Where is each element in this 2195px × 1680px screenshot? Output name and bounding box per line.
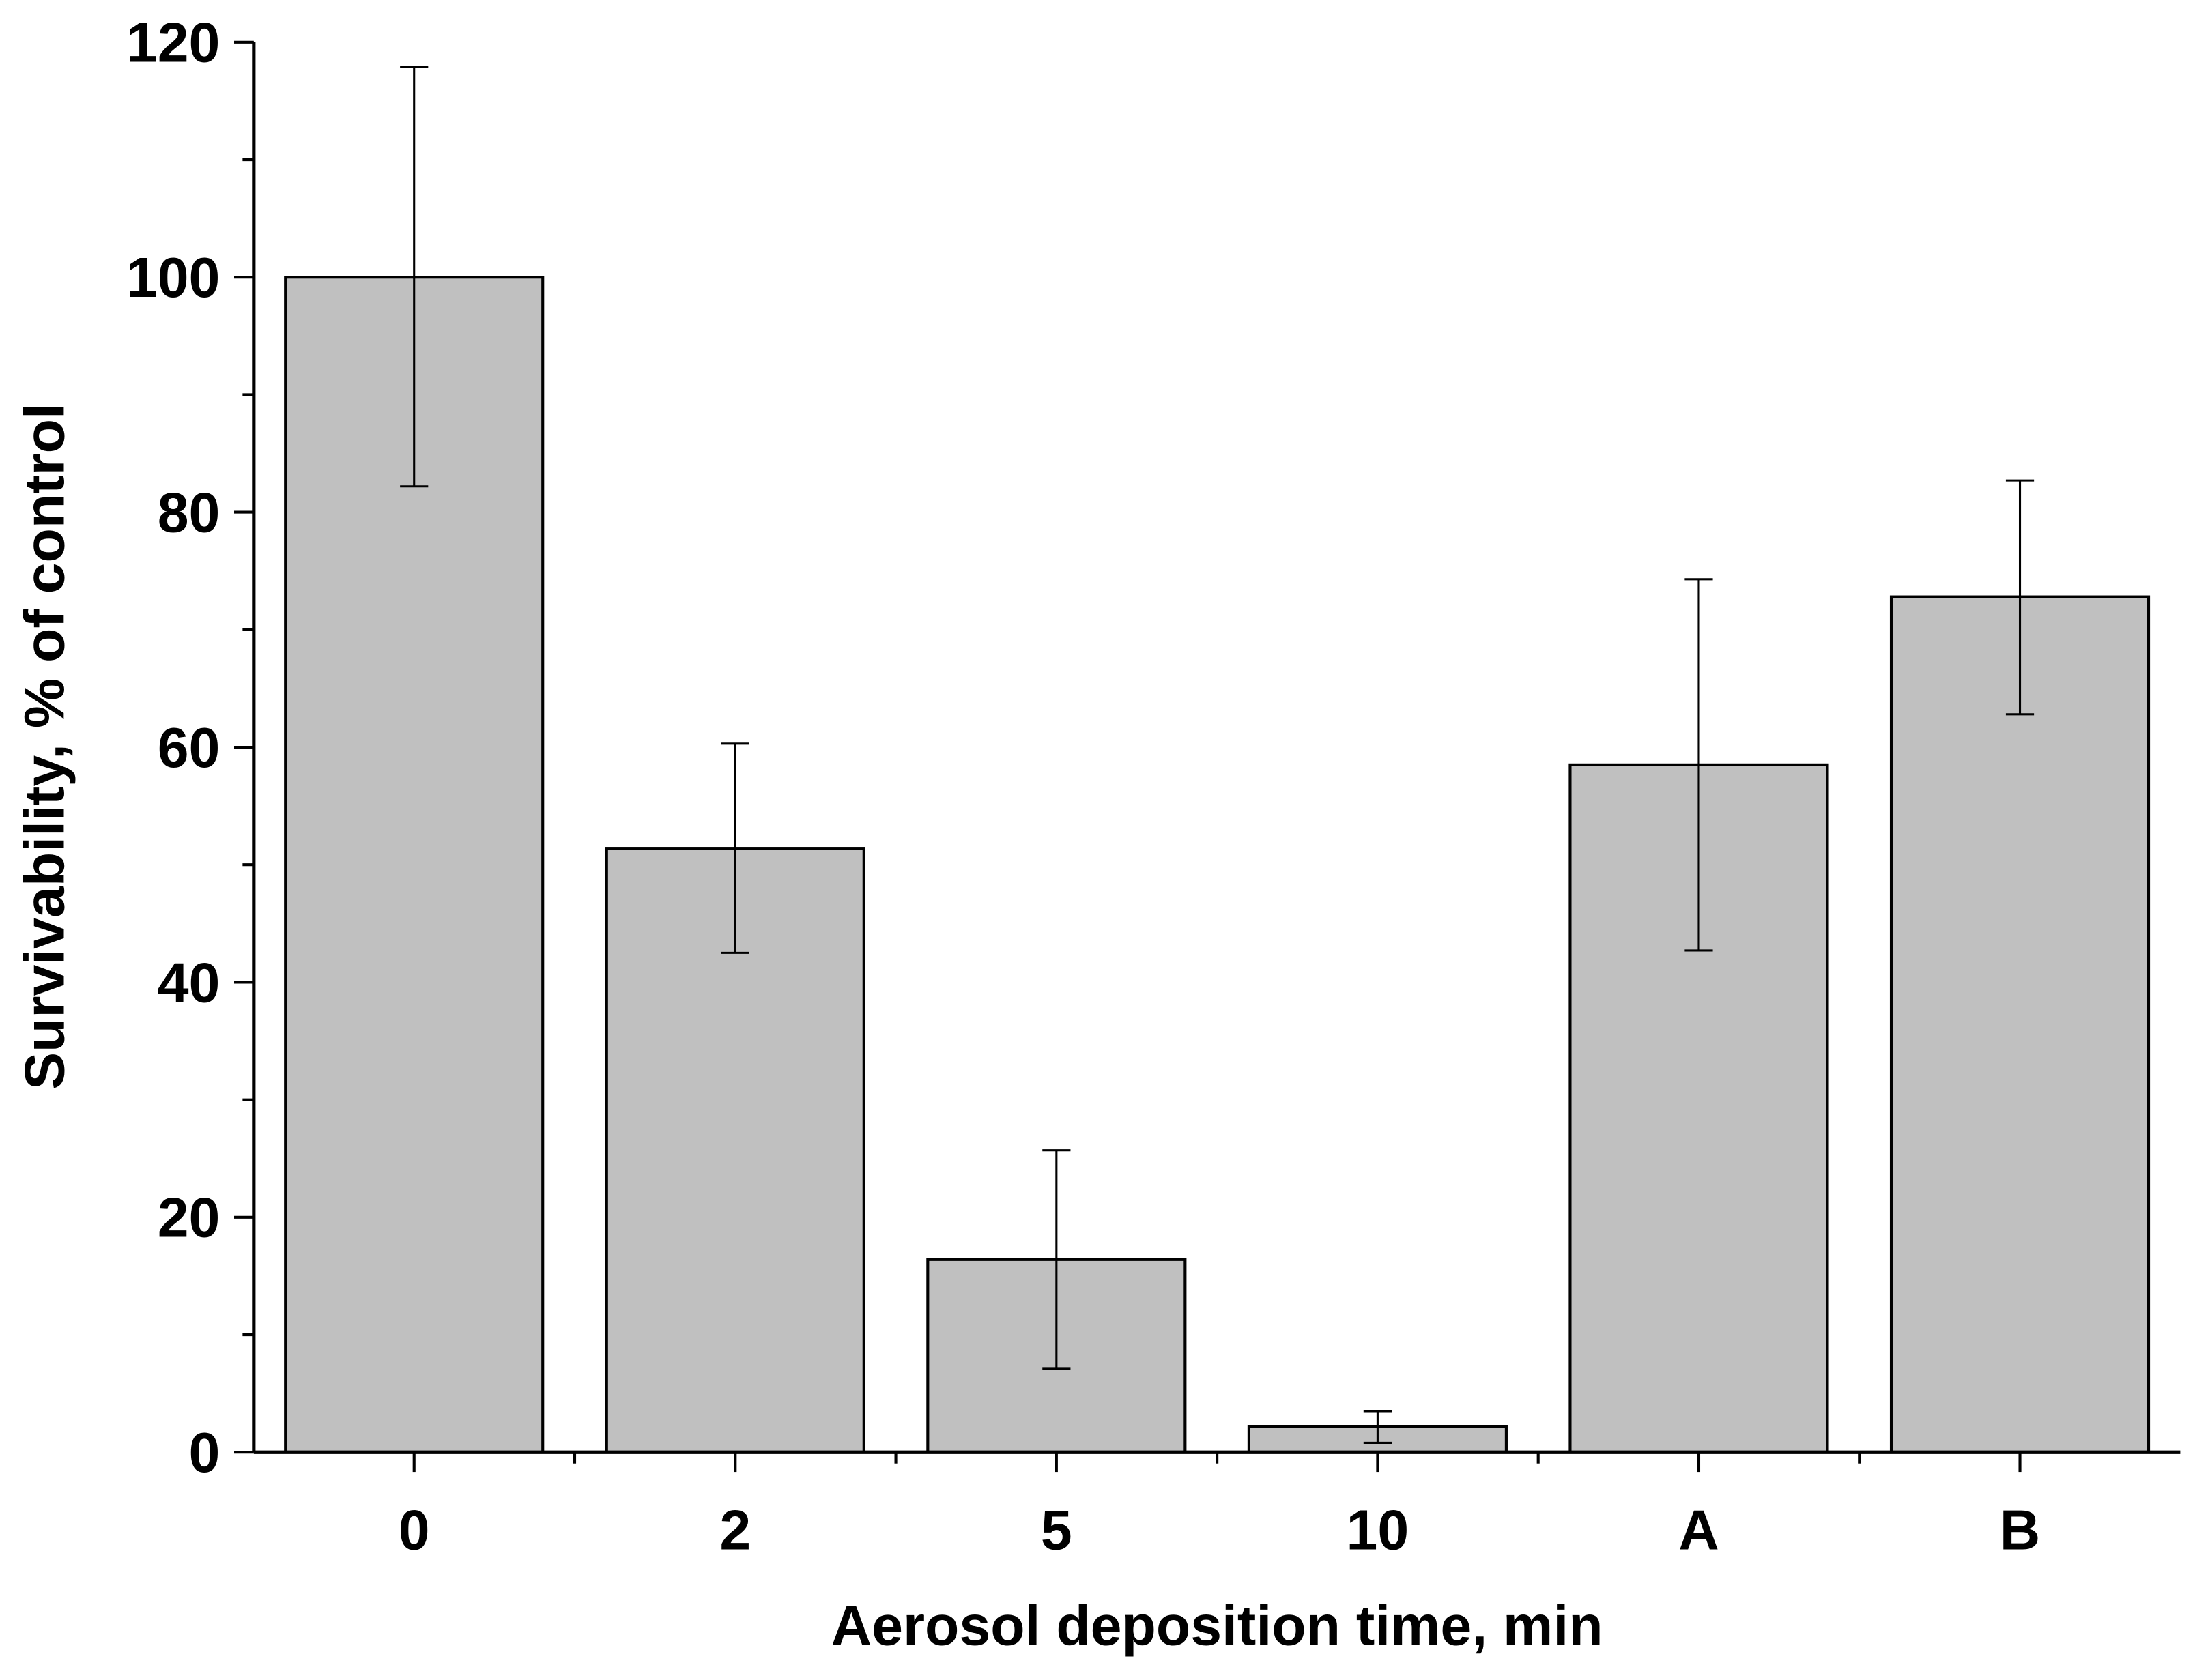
axes-layer: 0 2 5 10 A B 0 20 40 60 80 100 120 <box>126 12 2181 1561</box>
x-tick-label-B: B <box>2000 1498 2041 1561</box>
bars-layer <box>284 66 2151 1454</box>
x-tick-label-2: 2 <box>719 1498 751 1561</box>
y-tick-label-0: 0 <box>189 1421 220 1484</box>
y-tick-label-80: 80 <box>158 481 220 544</box>
x-tick-label-0: 0 <box>399 1498 430 1561</box>
x-tick-label-A: A <box>1678 1498 1719 1561</box>
x-tick-label-10: 10 <box>1347 1498 1409 1561</box>
bar-B <box>1889 595 2151 1454</box>
y-tick-label-20: 20 <box>158 1187 220 1249</box>
y-axis-label: Survivability, % of control <box>14 403 76 1090</box>
y-tick-label-40: 40 <box>158 951 220 1014</box>
y-tick-label-60: 60 <box>158 716 220 779</box>
x-tick-label-5: 5 <box>1041 1498 1072 1561</box>
y-tick-label-100: 100 <box>126 246 220 309</box>
x-axis-label: Aerosol deposition time, min <box>831 1594 1603 1657</box>
y-tick-label-120: 120 <box>126 12 220 74</box>
